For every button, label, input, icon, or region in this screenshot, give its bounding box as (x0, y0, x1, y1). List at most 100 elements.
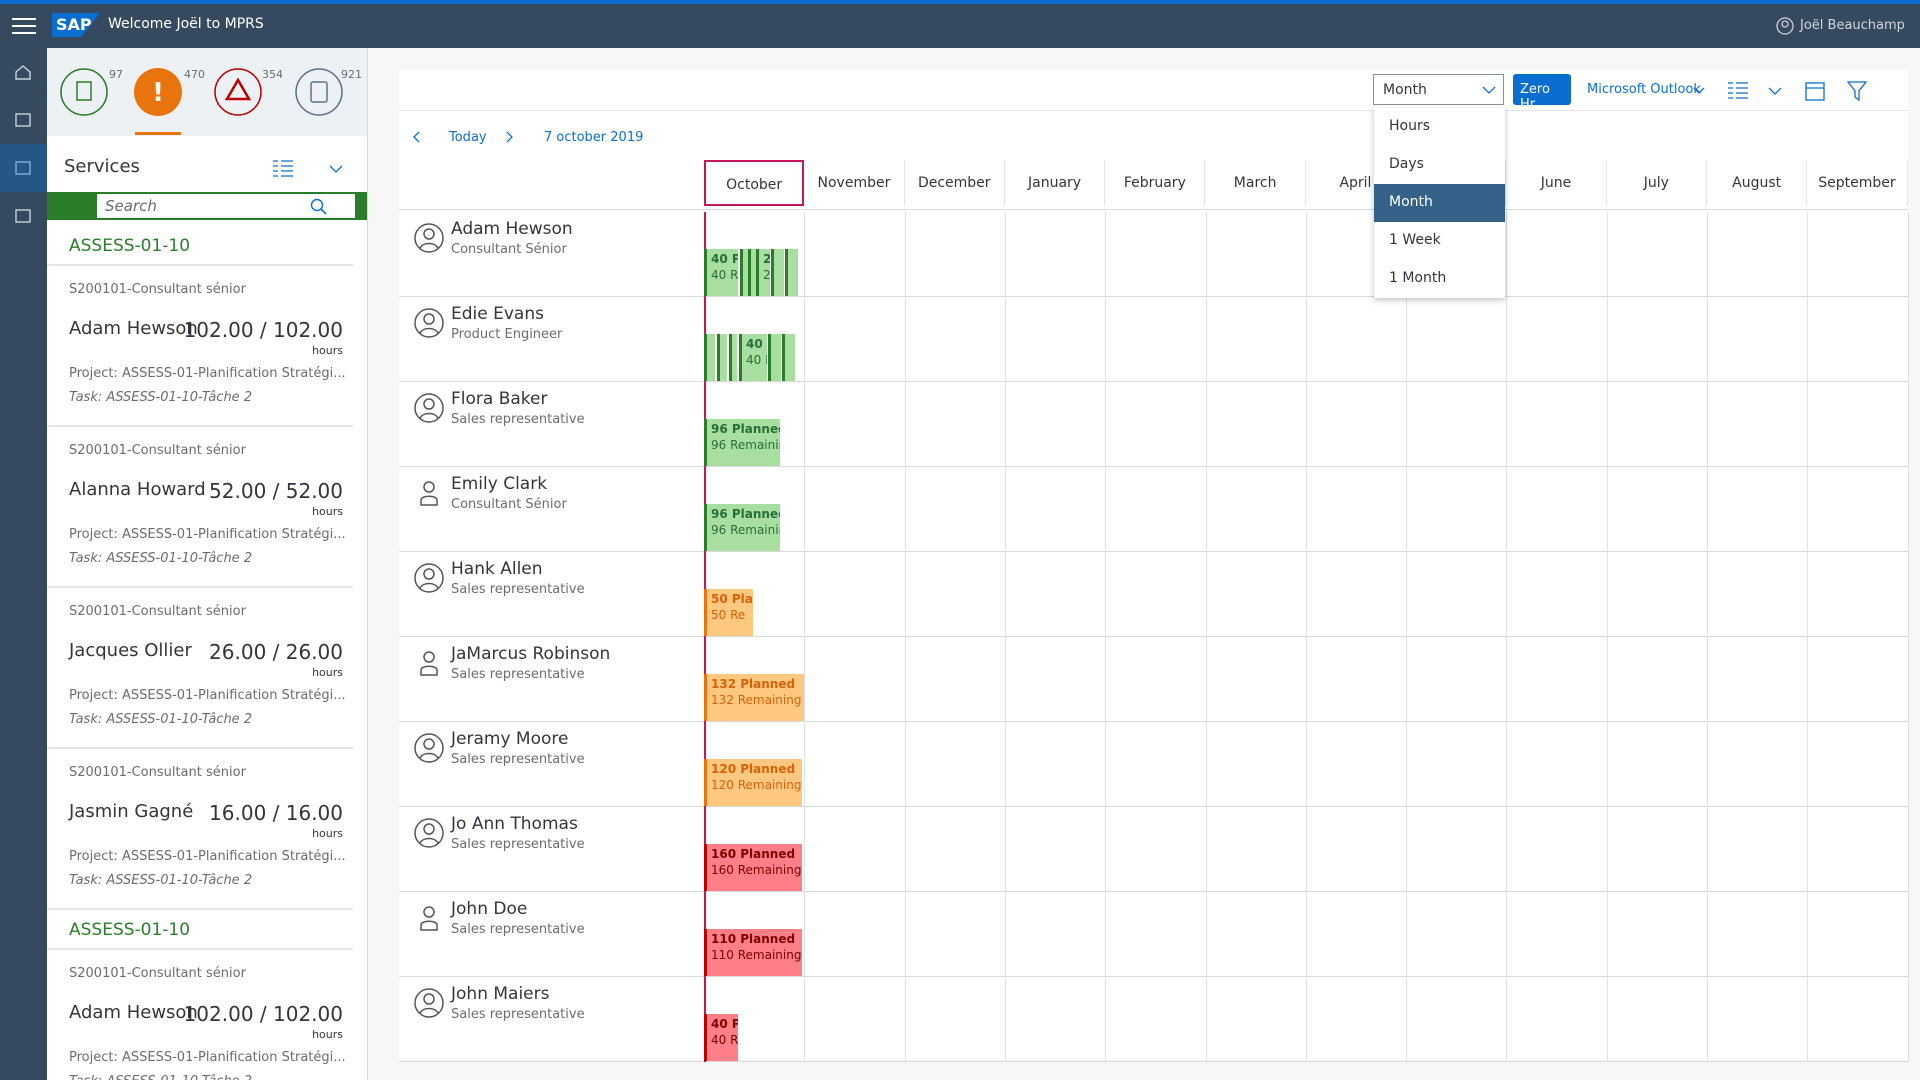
item-hours: 26.00 / 26.00 (209, 640, 343, 664)
booking-bar[interactable] (748, 249, 756, 296)
grid-line (1907, 382, 1909, 467)
grid-line (804, 467, 806, 552)
grid-line (1406, 892, 1408, 977)
grid-line (1205, 977, 1207, 1062)
grid-line (1205, 637, 1207, 722)
booking-bar[interactable]: 160 Planned 160 Remaining (704, 844, 802, 891)
resource-name[interactable]: Jo Ann Thomas (451, 814, 578, 834)
grid-line (1907, 892, 1909, 977)
resource-name[interactable]: Edie Evans (451, 304, 544, 324)
booking-bar[interactable]: 96 Planned 96 Remainin (704, 419, 780, 466)
resource-name[interactable]: Adam Hewson (451, 219, 573, 239)
month-header[interactable]: July (1607, 160, 1707, 206)
grid-line (804, 552, 806, 637)
resource-row: Hank Allen Sales representative 50 Pla 50 R… (399, 552, 1909, 637)
resource-role: Product Engineer (451, 327, 563, 342)
resource-name[interactable]: Jeramy Moore (451, 729, 569, 749)
booking-bar[interactable]: 132 Planned 132 Remaining (704, 674, 804, 721)
booking-bar[interactable]: 40 P 40 R (704, 1014, 738, 1061)
booking-bar[interactable]: 40 P 40 R (739, 334, 767, 381)
zero-hr-button[interactable]: Zero Hr (1513, 74, 1571, 112)
month-header[interactable]: June (1506, 160, 1607, 206)
service-card[interactable]: S200101-Consultant sénior Jacques Ollier 2… (47, 588, 353, 749)
current-date[interactable]: 7 october 2019 (544, 130, 644, 145)
view-dropdown: Hours Days Month 1 Week 1 Month (1374, 108, 1505, 298)
grid-line (804, 637, 806, 722)
grid-line (1707, 297, 1708, 382)
service-card[interactable]: S200101-Consultant sénior Adam Hewson 102.… (47, 950, 353, 1080)
nav-arrows[interactable] (413, 128, 523, 148)
booking-bar[interactable] (729, 334, 737, 381)
month-header[interactable]: January (1005, 160, 1106, 206)
service-card[interactable]: S200101-Consultant sénior Jasmin Gagné 16.… (47, 749, 353, 910)
booking-bar[interactable] (704, 334, 715, 381)
grid-line (1004, 552, 1006, 637)
grid-line (1807, 892, 1809, 977)
booking-bar[interactable]: 120 Planned 120 Remaining (704, 759, 802, 806)
grid-line (1506, 637, 1508, 722)
item-name: Adam Hewson (69, 318, 198, 339)
month-header[interactable]: August (1707, 160, 1808, 206)
grid-line (1807, 552, 1809, 637)
month-header[interactable]: March (1206, 160, 1306, 206)
service-list: ASSESS-01-10 S200101-Consultant sénior Ada… (47, 226, 353, 1080)
booking-bar[interactable] (771, 249, 784, 296)
month-header[interactable]: February (1105, 160, 1206, 206)
dropdown-option[interactable]: Month (1374, 184, 1505, 222)
resource-role: Consultant Sénior (451, 242, 567, 257)
month-header[interactable]: October (704, 160, 805, 206)
grid-line (1004, 297, 1006, 382)
booking-bar[interactable]: 50 Pla 50 Re (704, 589, 753, 636)
month-header[interactable]: November (804, 160, 905, 206)
resource-name[interactable]: Emily Clark (451, 474, 548, 494)
resource-row: John Maiers Sales representative 40 P 40 R (399, 977, 1909, 1062)
toolbar-icons[interactable] (1692, 80, 1902, 104)
grid-line (804, 807, 806, 892)
booking-bar[interactable] (785, 249, 798, 296)
menu-icon[interactable] (12, 16, 36, 36)
booking-bar[interactable] (740, 249, 748, 296)
resource-name[interactable]: JaMarcus Robinson (451, 644, 611, 664)
booking-bar[interactable]: 40 P 40 R (704, 249, 738, 296)
grid-line (1506, 977, 1508, 1062)
brand-logo[interactable]: SAP (52, 13, 100, 37)
dropdown-option[interactable]: Hours (1389, 118, 1431, 134)
month-header[interactable]: September (1807, 160, 1908, 206)
sidebar-tools[interactable] (273, 158, 343, 178)
booking-planned: 40 P (746, 337, 767, 351)
user-name[interactable]: Joël Beauchamp (1800, 18, 1905, 33)
resource-name[interactable]: John Doe (451, 899, 528, 919)
today-link[interactable]: Today (449, 130, 487, 145)
booking-planned: 50 Pla (711, 592, 753, 606)
dropdown-option[interactable]: 1 Month (1389, 270, 1447, 286)
grid-line (1205, 892, 1207, 977)
resource-name[interactable]: Flora Baker (451, 389, 548, 409)
outlook-button[interactable]: Microsoft Outlook (1587, 82, 1701, 97)
grid-line (1205, 212, 1207, 297)
grid-line (1205, 297, 1207, 382)
booking-bar[interactable] (768, 334, 781, 381)
booking-bar[interactable]: 110 Planned 110 Remaining (704, 929, 802, 976)
view-select[interactable]: Month (1373, 74, 1504, 105)
dropdown-option[interactable]: Days (1389, 156, 1424, 172)
booking-bar[interactable] (717, 334, 727, 381)
grid-line (1105, 382, 1107, 467)
dropdown-option[interactable]: 1 Week (1389, 232, 1441, 248)
grid-line (804, 722, 806, 807)
item-task: Task: ASSESS-01-10-Tâche 2 (69, 1074, 252, 1080)
resource-name[interactable]: John Maiers (451, 984, 550, 1004)
search-icon[interactable] (310, 198, 328, 216)
booking-remaining: 96 Remainin (711, 523, 780, 537)
grid-line (1105, 637, 1107, 722)
booking-bar[interactable] (782, 334, 795, 381)
month-header[interactable]: December (905, 160, 1005, 206)
booking-planned: 120 Planned (711, 762, 796, 776)
booking-remaining: 96 Remainin (711, 438, 780, 452)
service-card[interactable]: S200101-Consultant sénior Alanna Howard 52… (47, 427, 353, 588)
booking-bar[interactable]: 96 Planned 96 Remainin (704, 504, 780, 551)
service-card[interactable]: S200101-Consultant sénior Adam Hewson 102.… (47, 266, 353, 427)
grid-line (804, 297, 806, 382)
booking-bar[interactable]: 22 (756, 249, 770, 296)
resource-name[interactable]: Hank Allen (451, 559, 543, 579)
grid-line (1205, 552, 1207, 637)
